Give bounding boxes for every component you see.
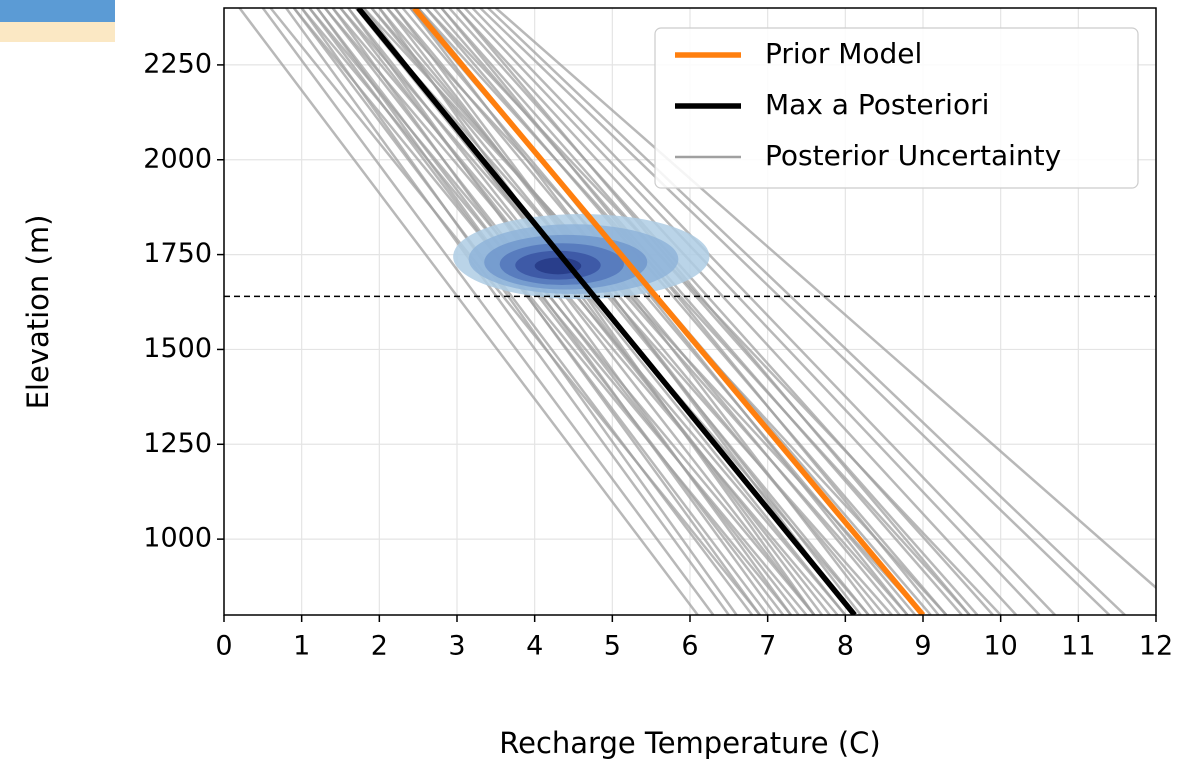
plot-area [224, 8, 1156, 615]
legend-label: Prior Model [765, 37, 922, 70]
y-axis-label: Elevation (m) [21, 215, 55, 410]
uncertainty-line [316, 8, 761, 615]
uncertainty-line [456, 8, 1018, 615]
uncertainty-line [448, 8, 994, 615]
x-tick-label: 4 [526, 631, 543, 662]
x-axis-label: Recharge Temperature (C) [499, 726, 880, 760]
x-tick-label: 0 [215, 631, 232, 662]
x-tick-label: 7 [759, 631, 776, 662]
y-tick-label: 1000 [143, 523, 212, 554]
image-fragment [0, 0, 115, 22]
uncertainty-line [424, 8, 948, 615]
series-line [356, 8, 857, 615]
legend-label: Posterior Uncertainty [765, 139, 1061, 172]
uncertainty-line [292, 8, 754, 615]
series-line [412, 8, 926, 615]
x-tick-label: 9 [914, 631, 931, 662]
uncertainty-line [440, 8, 940, 615]
y-tick-label: 1500 [143, 333, 212, 364]
legend-box [654, 27, 1139, 189]
uncertainty-line [238, 8, 699, 615]
image-fragment [0, 22, 115, 42]
x-tick-label: 5 [604, 631, 621, 662]
x-tick-label: 11 [1061, 631, 1095, 662]
x-tick-label: 3 [448, 631, 465, 662]
x-tick-label: 6 [681, 631, 698, 662]
uncertainty-line [347, 8, 792, 615]
legend: Prior Model Max a Posteriori Posterior Unc… [654, 27, 1139, 189]
uncertainty-line [370, 8, 870, 615]
uncertainty-line [292, 8, 792, 615]
uncertainty-line [370, 8, 909, 615]
uncertainty-line [269, 8, 761, 615]
uncertainty-line [261, 8, 715, 615]
y-tick-label: 1750 [143, 238, 212, 269]
y-tick-label: 1250 [143, 428, 212, 459]
uncertainty-line [487, 8, 1126, 615]
uncertainty-line [378, 8, 816, 615]
x-tick-label: 8 [837, 631, 854, 662]
uncertainty-line [456, 8, 971, 615]
uncertainty-line [285, 8, 730, 615]
uncertainty-line [471, 8, 1056, 615]
uncertainty-line [300, 8, 738, 615]
y-tick-label: 2000 [143, 143, 212, 174]
y-tick-label: 2250 [143, 48, 212, 79]
x-tick-label: 10 [983, 631, 1017, 662]
uncertainty-line [355, 8, 893, 615]
x-tick-label: 1 [293, 631, 310, 662]
uncertainty-line [331, 8, 847, 615]
uncertainty-line [409, 8, 878, 615]
x-tick-label: 12 [1139, 631, 1173, 662]
uncertainty-line [324, 8, 839, 615]
uncertainty-line [463, 8, 1041, 615]
uncertainty-line [300, 8, 808, 615]
uncertainty-line [417, 8, 971, 615]
uncertainty-line [440, 8, 979, 615]
uncertainty-line [479, 8, 1111, 615]
uncertainty-line [495, 8, 1156, 590]
legend-label: Max a Posteriori [765, 88, 989, 121]
uncertainty-line [308, 8, 816, 615]
x-tick-label: 2 [371, 631, 388, 662]
